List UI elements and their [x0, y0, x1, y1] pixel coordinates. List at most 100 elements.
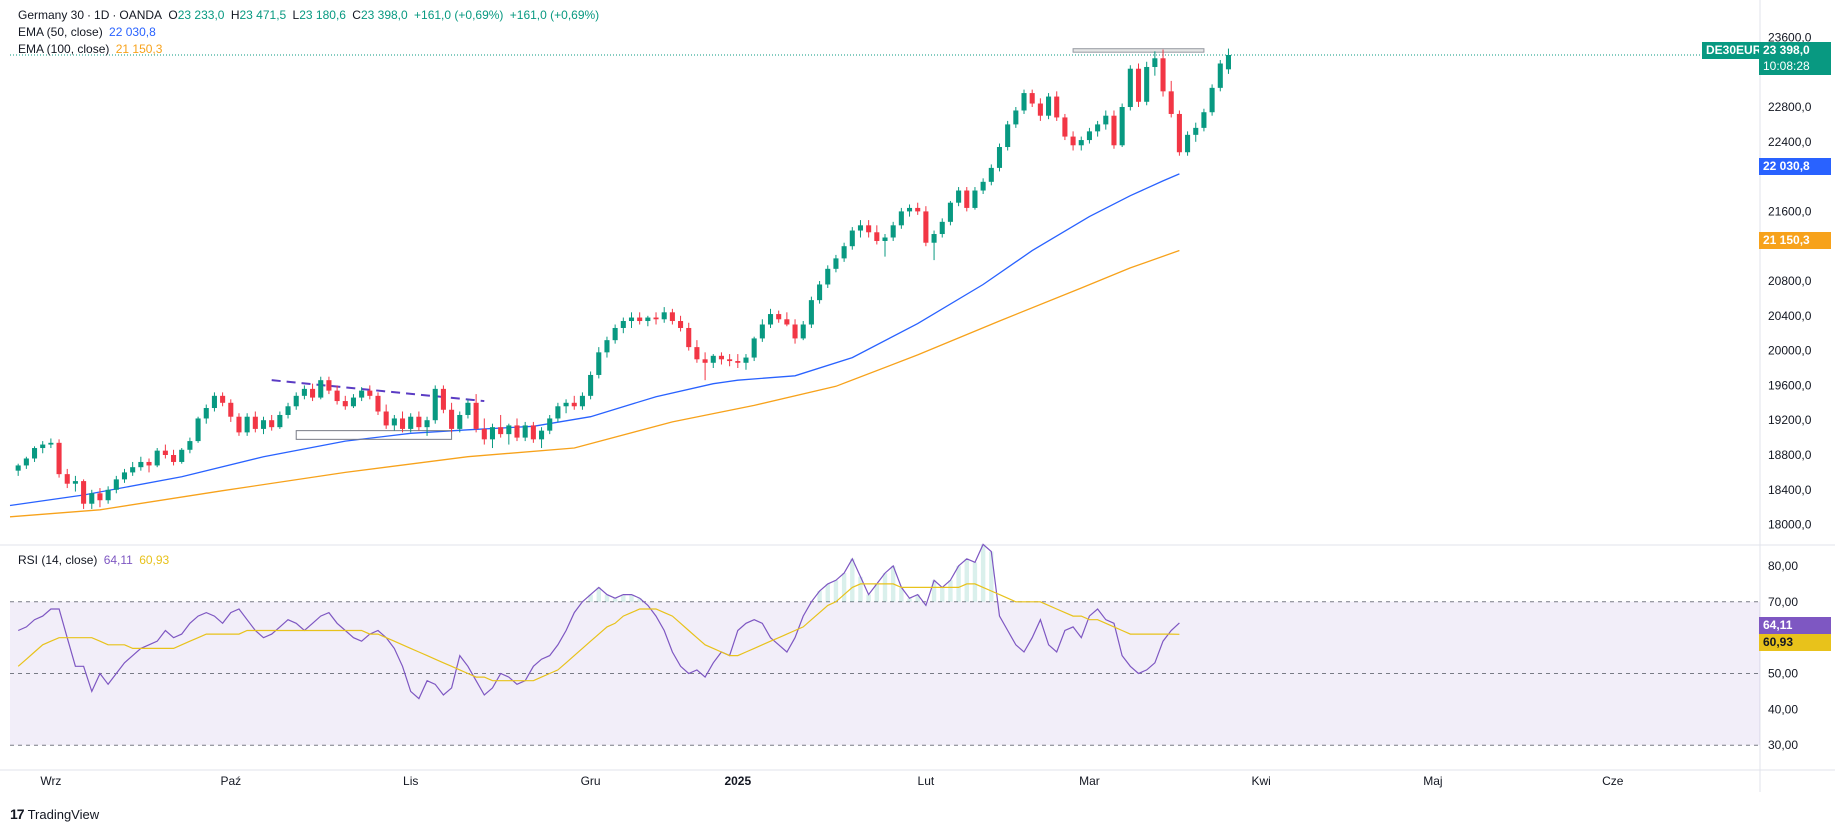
candle-body	[555, 406, 561, 419]
candle-body	[97, 493, 103, 501]
candle-body	[514, 425, 520, 438]
candle-body	[718, 355, 724, 360]
candle-body	[195, 418, 201, 442]
candle-body	[972, 190, 978, 208]
symbol-name[interactable]: Germany 30	[18, 8, 85, 22]
candle-body	[48, 442, 54, 445]
candle-body	[15, 465, 21, 471]
candle-body	[1160, 58, 1166, 92]
close-key: C	[352, 8, 361, 22]
interval-label[interactable]: 1D	[94, 8, 110, 22]
candle-body	[653, 317, 659, 320]
candle-body	[882, 237, 888, 241]
ema50-value: 22 030,8	[109, 25, 156, 39]
candle-body	[367, 390, 373, 396]
candle-body	[874, 232, 880, 241]
close-value: 23 398,0	[360, 8, 408, 22]
candle-body	[56, 442, 62, 475]
ema50-legend[interactable]: EMA (50, close) 22 030,8	[18, 24, 159, 40]
rsi-value: 64,11	[103, 553, 133, 567]
tradingview-brand[interactable]: 17 TradingView	[10, 806, 99, 822]
candle-body	[1168, 91, 1174, 114]
candle-body	[1127, 68, 1133, 107]
candle-body	[898, 211, 904, 226]
candle-body	[784, 319, 790, 325]
rsi-legend[interactable]: RSI (14, close) 64,11 60,93	[18, 552, 172, 568]
candle-body	[637, 317, 643, 322]
consolidation-box	[295, 430, 453, 440]
candle-body	[1086, 131, 1092, 141]
low-key: L	[292, 8, 300, 22]
candle-body	[285, 406, 291, 415]
time-tick-label: Gru	[581, 774, 601, 788]
candle-body	[391, 418, 397, 426]
candle-body	[40, 444, 46, 449]
candle-body	[498, 427, 504, 435]
rsi-value-tag: 64,11	[1759, 617, 1831, 634]
candle-body	[1078, 140, 1084, 146]
candle-body	[857, 225, 864, 231]
price-tick-label: 21600,0	[1768, 204, 1812, 218]
high-value: 23 471,5	[239, 8, 287, 22]
candle-body	[702, 359, 708, 363]
rsi-ma-tag: 60,93	[1759, 634, 1831, 651]
candle-body	[481, 428, 487, 440]
candle-body	[506, 425, 512, 435]
ema100-value: 21 150,3	[115, 42, 163, 56]
candle-body	[375, 395, 381, 412]
rsi-tick-label: 50,00	[1768, 667, 1798, 681]
candle-body	[906, 207, 913, 212]
candle-body	[23, 458, 29, 466]
price-tick-label: 23600,0	[1768, 30, 1812, 44]
candle-body	[620, 321, 626, 328]
open-value: 23 233,0	[177, 8, 225, 22]
candle-body	[1062, 117, 1068, 137]
time-tick-label: Lut	[918, 774, 935, 788]
rsi-label: RSI (14, close)	[18, 553, 98, 567]
candle-body	[1135, 68, 1142, 102]
candle-body	[1185, 134, 1191, 153]
candle-body	[72, 481, 78, 484]
ema50-price-tag: 22 030,8	[1759, 158, 1831, 175]
candle-body	[1103, 115, 1109, 125]
time-tick-label: Wrz	[40, 774, 61, 788]
candle-body	[1070, 136, 1076, 146]
candle-body	[694, 347, 700, 360]
candle-body	[522, 425, 528, 438]
candle-body	[849, 230, 855, 247]
high-key: H	[230, 8, 240, 22]
time-tick-label: 2025	[724, 774, 751, 788]
candle-body	[661, 312, 667, 320]
candle-body	[539, 430, 545, 440]
ema100-legend[interactable]: EMA (100, close) 21 150,3	[18, 41, 165, 57]
ema50-line	[9, 173, 1180, 507]
candle-body	[931, 234, 937, 243]
candle-body	[669, 312, 675, 322]
candle-body	[162, 450, 168, 455]
candle-body	[489, 427, 496, 440]
candle-body	[915, 207, 921, 212]
candle-body	[980, 181, 986, 191]
candle-body	[146, 461, 152, 466]
candle-body	[449, 409, 455, 429]
candle-body	[1095, 124, 1101, 132]
candle-body	[244, 416, 250, 433]
candle-body	[203, 408, 209, 419]
candle-body	[1152, 58, 1158, 67]
price-tick-label: 19200,0	[1768, 413, 1812, 427]
candle-body	[1005, 124, 1011, 148]
time-tick-label: Lis	[403, 774, 418, 788]
candle-body	[359, 390, 365, 398]
change-value-2: +161,0 (+0,69%)	[509, 8, 600, 22]
candle-body	[383, 411, 389, 426]
candle-body	[1013, 110, 1019, 125]
candle-body	[89, 493, 95, 504]
brand-name: TradingView	[27, 806, 100, 822]
candle-body	[179, 449, 185, 462]
candle-body	[792, 324, 798, 339]
candle-body	[947, 202, 953, 222]
candle-body	[571, 402, 577, 407]
candle-body	[1046, 96, 1052, 116]
candle-body	[465, 402, 471, 415]
candle-body	[1119, 107, 1125, 146]
